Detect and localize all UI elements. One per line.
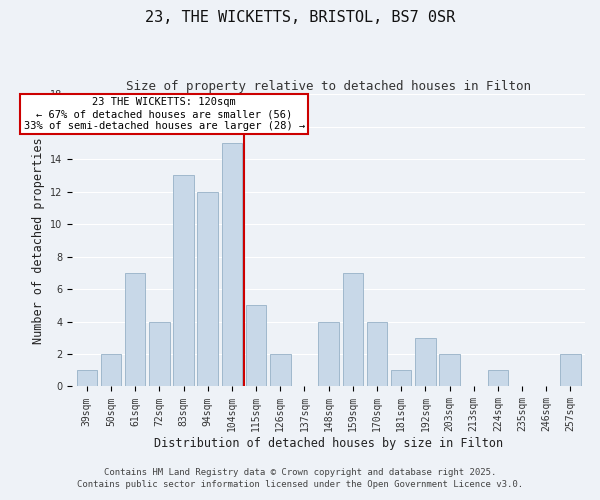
- Bar: [149, 322, 170, 386]
- X-axis label: Distribution of detached houses by size in Filton: Distribution of detached houses by size …: [154, 437, 503, 450]
- Bar: [319, 322, 339, 386]
- Bar: [77, 370, 97, 386]
- Bar: [560, 354, 581, 386]
- Bar: [415, 338, 436, 386]
- Bar: [246, 306, 266, 386]
- Bar: [343, 273, 363, 386]
- Text: 23 THE WICKETTS: 120sqm
← 67% of detached houses are smaller (56)
33% of semi-de: 23 THE WICKETTS: 120sqm ← 67% of detache…: [23, 98, 305, 130]
- Text: Contains HM Land Registry data © Crown copyright and database right 2025.
Contai: Contains HM Land Registry data © Crown c…: [77, 468, 523, 489]
- Text: 23, THE WICKETTS, BRISTOL, BS7 0SR: 23, THE WICKETTS, BRISTOL, BS7 0SR: [145, 10, 455, 25]
- Bar: [439, 354, 460, 386]
- Title: Size of property relative to detached houses in Filton: Size of property relative to detached ho…: [126, 80, 531, 93]
- Y-axis label: Number of detached properties: Number of detached properties: [32, 137, 44, 344]
- Bar: [101, 354, 121, 386]
- Bar: [270, 354, 290, 386]
- Bar: [488, 370, 508, 386]
- Bar: [221, 143, 242, 386]
- Bar: [367, 322, 387, 386]
- Bar: [125, 273, 145, 386]
- Bar: [391, 370, 412, 386]
- Bar: [173, 176, 194, 386]
- Bar: [197, 192, 218, 386]
